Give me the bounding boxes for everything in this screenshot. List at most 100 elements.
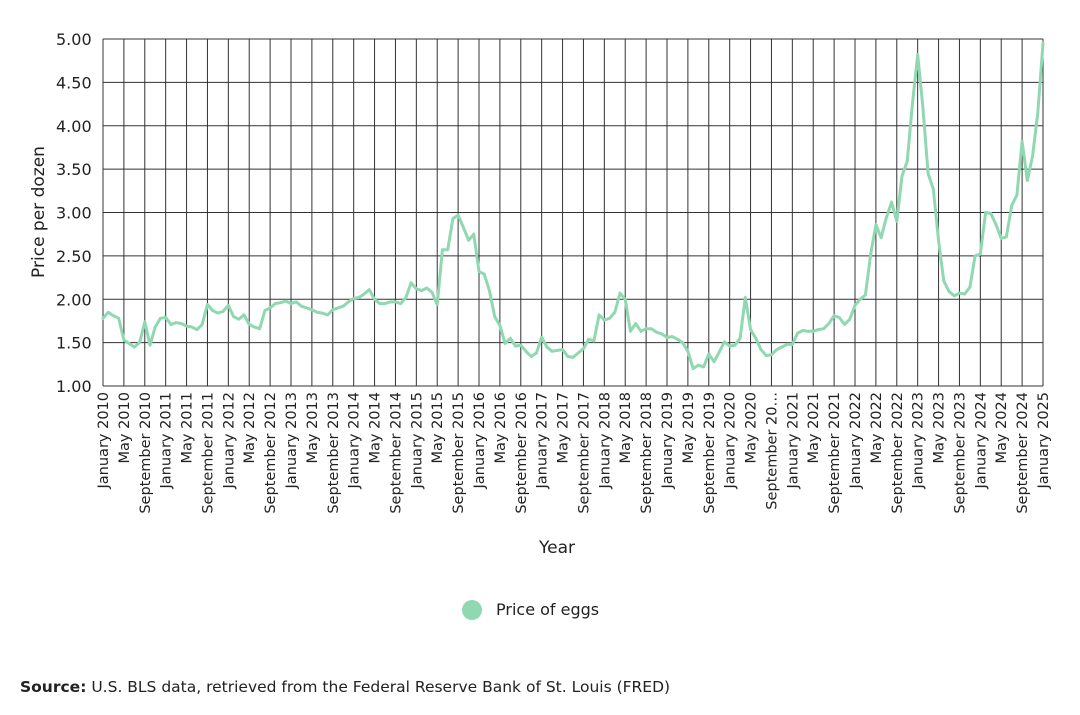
data-point [289,302,293,305]
data-point [545,345,549,349]
data-point [331,308,335,312]
y-tick-label: 4.00 [56,117,92,136]
data-point [112,314,115,318]
data-point [869,252,873,256]
data-point [952,294,956,298]
data-point [900,174,904,178]
source-label: Source: [20,678,87,696]
data-point [764,354,768,357]
data-point [122,338,126,342]
data-point [738,336,742,340]
x-tick-label: September 2023 [952,392,968,514]
x-tick-label: September 2022 [890,392,906,514]
x-tick-label: September 2014 [388,392,404,514]
data-point [571,356,575,359]
data-point [232,315,236,318]
data-point [660,332,664,336]
data-point [1025,179,1029,182]
data-point [221,310,225,313]
x-tick-label: September 2010 [138,392,154,514]
data-point [884,216,888,220]
data-point [211,309,215,312]
x-tick-label: January 2021 [785,392,801,489]
data-point [1020,140,1024,143]
data-point [540,336,544,339]
data-point [555,349,559,352]
data-point [159,316,162,320]
x-tick-label: September 2016 [514,392,530,514]
data-point [947,290,951,293]
data-point [467,238,470,242]
data-point [702,365,705,369]
x-tick-label: May 2014 [368,392,384,464]
data-point [905,159,909,163]
data-point [707,352,711,356]
x-tick-label: January 2015 [409,392,425,489]
x-tick-label: January 2017 [535,392,551,489]
y-axis-ticks: 1.00 1.50 2.00 2.50 3.00 3.50 4.00 4.50 5.00 [56,30,92,396]
data-point [1031,154,1034,158]
data-point [686,349,690,353]
data-point [164,316,168,319]
x-tick-label: January 2022 [848,392,864,489]
data-point [524,349,528,353]
x-tick-label: September 2017 [576,392,592,514]
data-point [127,342,131,345]
x-tick-label: May 2020 [744,392,760,464]
data-point [780,345,784,349]
data-point [602,318,606,322]
data-point [811,329,815,333]
data-point [294,300,298,304]
x-tick-label: May 2013 [305,392,321,464]
x-tick-label: May 2024 [994,392,1010,464]
x-tick-label: May 2015 [430,392,446,464]
data-point [618,291,622,295]
data-point [247,323,251,326]
data-point [488,289,491,292]
x-tick-label: January 2019 [660,392,676,489]
y-tick-label: 3.50 [56,160,92,179]
data-point [237,317,241,321]
data-point [399,302,403,305]
data-point [712,360,716,364]
data-point [790,343,794,346]
data-point [566,355,570,358]
data-point [362,292,366,296]
data-point [138,341,142,344]
data-point [263,309,267,312]
data-point [676,337,679,341]
data-point [994,223,998,227]
x-tick-label: May 2018 [618,392,634,464]
data-point [347,300,350,304]
x-tick-label: January 2011 [159,392,175,489]
data-point [592,339,596,343]
data-point [404,296,408,299]
data-point [681,341,685,344]
data-point [582,347,585,351]
x-tick-label: September 2018 [639,392,655,514]
y-tick-label: 4.50 [56,73,92,92]
data-point [315,310,319,314]
data-point [576,351,580,355]
y-tick-label: 2.00 [56,290,92,309]
legend-swatch [462,600,482,620]
data-point [639,329,643,333]
data-point [848,317,852,321]
data-point [754,336,758,340]
x-tick-label: September 2011 [200,392,216,514]
x-tick-label: January 2024 [973,392,989,489]
data-point [696,363,700,367]
data-point [832,314,836,318]
data-point [279,301,282,305]
data-point [226,303,230,307]
data-point [206,303,209,306]
data-point [937,239,940,243]
data-point [200,323,204,326]
data-point [775,348,779,351]
data-point [190,325,194,329]
x-tick-label: January 2012 [221,392,237,489]
legend: Price of eggs [462,600,599,620]
data-point [373,297,376,301]
data-point [174,321,178,325]
data-point [169,323,173,326]
